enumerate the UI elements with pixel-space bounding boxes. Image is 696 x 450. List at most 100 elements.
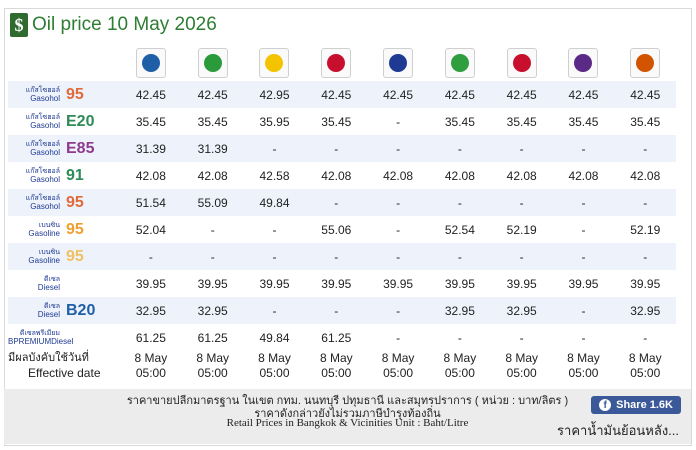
fuel-label: ดีเซลพรีเมียม BPREMIUMDiesel (8, 324, 120, 351)
effective-time: 05:00 (243, 366, 306, 381)
brand-logo-7 (568, 48, 599, 78)
effective-time: 05:00 (120, 366, 182, 381)
fuel-name-en: Gasohol (30, 120, 60, 130)
price-cell: - (552, 243, 615, 270)
price-cell: - (490, 189, 553, 216)
brand-logo-mark-icon (141, 54, 160, 72)
fuel-name-en: Gasoline (28, 228, 60, 238)
price-cell: 42.45 (305, 81, 368, 108)
brand-logo-mark-icon (512, 54, 531, 72)
fuel-name-th: แก๊สโซฮอล์ (25, 113, 60, 121)
price-cell: - (614, 135, 677, 162)
footer-note-th: ราคาขายปลีกมาตรฐาน ในเขต กทม. นนทบุรี ปท… (126, 395, 569, 407)
fuel-name-th: ดีเซล (44, 275, 60, 283)
price-cell: - (305, 189, 368, 216)
price-cell: 42.58 (243, 162, 306, 189)
price-cell: - (490, 135, 553, 162)
brand-logo-2 (259, 48, 290, 78)
brand-logo-0 (135, 48, 166, 78)
facebook-icon: f (599, 399, 612, 411)
effective-date: 8 May (367, 351, 429, 366)
fuel-label: แก๊สโซฮอล์ Gasohol E20 (8, 108, 120, 135)
price-cell: 39.95 (367, 270, 429, 297)
price-cell: 42.45 (120, 81, 182, 108)
price-cell: 32.95 (120, 297, 182, 324)
fuel-label: แก๊สโซฮอล์ Gasohol 95 (8, 81, 120, 108)
fuel-grade: 95 (66, 85, 84, 103)
brand-logo-6 (506, 48, 537, 78)
table-row: เบนซิน Gasoline 95 52.04- -55.06-52.54 52.19-… (8, 216, 677, 243)
price-cell: 42.08 (614, 162, 677, 189)
fuel-label: แก๊สโซฮอล์ Gasohol 91 (8, 162, 120, 189)
price-cell: 35.45 (120, 108, 182, 135)
price-cell: 42.08 (305, 162, 368, 189)
share-label: Share 1.6K (616, 399, 673, 411)
fuel-grade: B20 (66, 301, 96, 319)
history-link[interactable]: ราคาน้ำมันย้อนหลัง... (557, 423, 679, 438)
price-cell: 42.08 (490, 162, 553, 189)
fuel-label: เบนซิน Gasoline 95 (8, 243, 120, 270)
brand-logo-mark-icon (574, 54, 593, 72)
effective-time: 05:00 (614, 366, 677, 381)
effective-date: 8 May (305, 351, 368, 366)
price-cell: 39.95 (305, 270, 368, 297)
brand-logo-mark-icon (389, 54, 408, 72)
price-cell: 32.95 (490, 297, 553, 324)
price-cell: 42.08 (428, 162, 491, 189)
price-cell: 35.95 (243, 108, 306, 135)
price-cell: - (552, 135, 615, 162)
price-cell: 39.95 (181, 270, 244, 297)
price-cell: 55.09 (181, 189, 244, 216)
price-cell: 39.95 (428, 270, 491, 297)
effective-date: 8 May (181, 351, 244, 366)
price-cell: 42.08 (367, 162, 429, 189)
footer-tax-note: ราคาดังกล่าวยังไม่รวมภาษีบำรุงท้องถิ่น (254, 408, 441, 420)
fuel-label: ดีเซล Diesel B20 (8, 297, 120, 324)
price-cell: 39.95 (490, 270, 553, 297)
price-cell: 61.25 (120, 324, 182, 351)
price-cell: 35.45 (305, 108, 368, 135)
price-cell: - (428, 243, 491, 270)
fuel-name-th: เบนซิน (38, 221, 60, 229)
price-cell: 31.39 (120, 135, 182, 162)
fuel-grade: 95 (66, 220, 84, 238)
fuel-grade: 91 (66, 166, 84, 184)
price-cell: - (367, 324, 429, 351)
table-row: ดีเซล Diesel 39.95 39.95 39.95 39.95 39.95 39.9… (8, 270, 677, 297)
fuel-grade: E20 (66, 112, 95, 130)
price-cell: - (367, 216, 429, 243)
price-cell: 42.45 (367, 81, 429, 108)
price-cell: - (305, 135, 368, 162)
fuel-label: แก๊สโซฮอล์ Gasohol E85 (8, 135, 120, 162)
price-cell: - (614, 189, 677, 216)
page-title: $ Oil price 10 May 2026 (10, 12, 217, 38)
price-cell: 49.84 (243, 324, 306, 351)
fuel-name-th: แก๊สโซฮอล์ (25, 167, 60, 175)
price-cell: - (552, 216, 615, 243)
footer-note-en: Retail Prices in Bangkok & Vicinities Un… (226, 417, 469, 429)
fuel-name-th: เบนซิน (38, 248, 60, 256)
fuel-grade: 95 (66, 247, 84, 265)
price-cell: - (120, 243, 182, 270)
dollar-icon: $ (10, 13, 28, 37)
fuel-name-en: Gasohol (30, 201, 60, 211)
fuel-label: ดีเซล Diesel (8, 270, 120, 297)
facebook-share-button[interactable]: f Share 1.6K (591, 396, 681, 414)
price-cell: - (367, 135, 429, 162)
brand-logo-mark-icon (203, 54, 222, 72)
price-cell: 52.54 (428, 216, 491, 243)
price-cell: - (243, 243, 306, 270)
fuel-name-th: ดีเซลพรีเมียม (19, 329, 60, 337)
price-cell: 31.39 (181, 135, 244, 162)
table-row: เบนซิน Gasoline 95- - - - - - - - - (8, 243, 677, 270)
fuel-name-en: Diesel (37, 282, 60, 292)
price-cell: 51.54 (120, 189, 182, 216)
effective-time: 05:00 (305, 366, 368, 381)
table-row: แก๊สโซฮอล์ Gasohol 91 42.08 42.08 42.58 42.08 4… (8, 162, 677, 189)
price-cell: 42.08 (552, 162, 615, 189)
price-cell: 39.95 (243, 270, 306, 297)
price-cell: - (552, 324, 615, 351)
price-cell: 42.45 (490, 81, 553, 108)
price-cell: 61.25 (305, 324, 368, 351)
effective-time: 05:00 (181, 366, 244, 381)
